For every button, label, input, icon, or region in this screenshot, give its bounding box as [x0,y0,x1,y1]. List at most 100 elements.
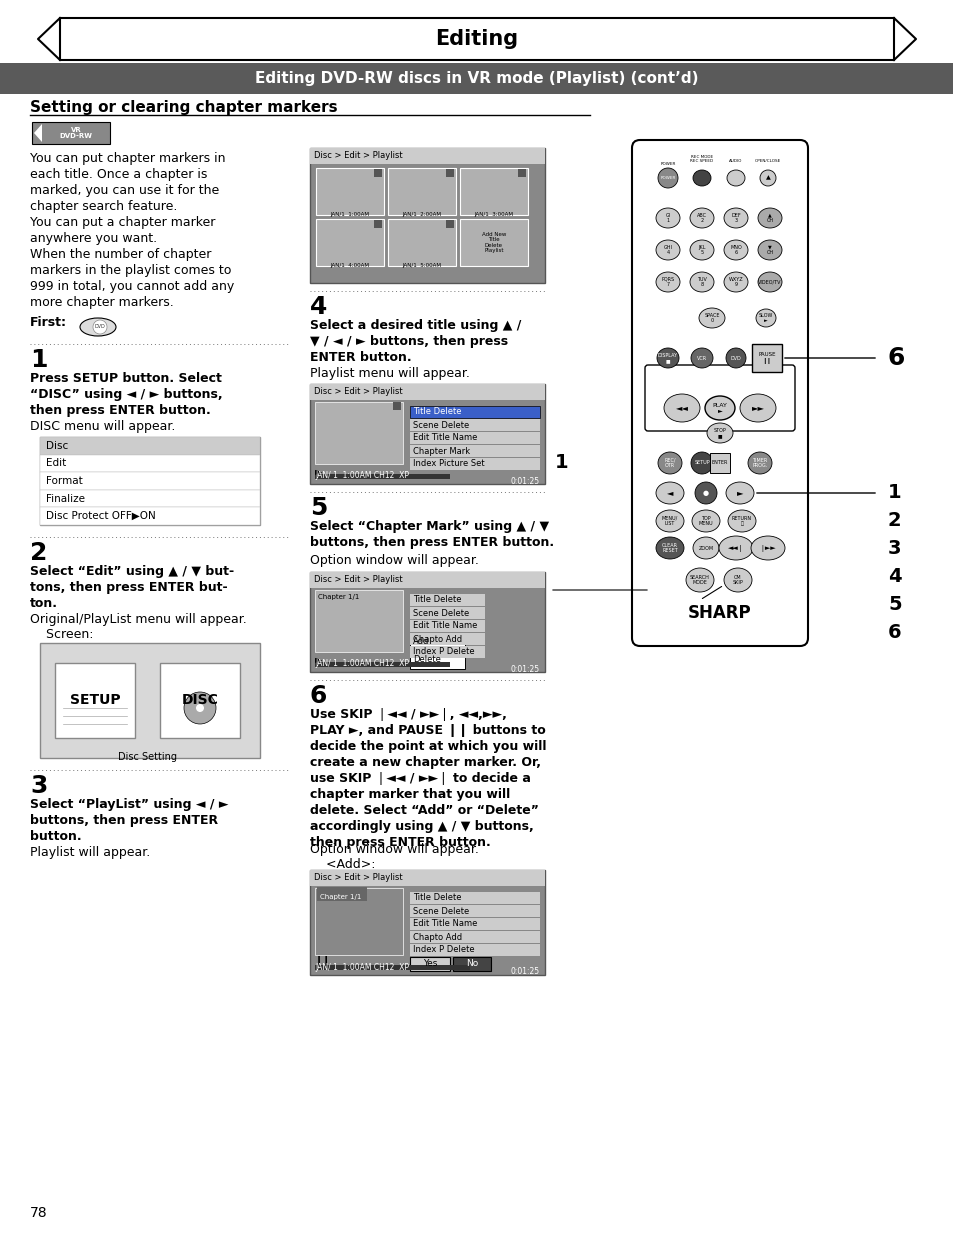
Text: 0:01:25: 0:01:25 [511,664,539,673]
Ellipse shape [690,348,712,368]
Text: Chapter 1/1: Chapter 1/1 [319,894,361,900]
Text: DISPLAY
■: DISPLAY ■ [658,353,678,363]
Bar [459,168,527,215]
Text: Format: Format [46,475,83,487]
Bar [310,148,544,283]
Text: Chapter 1/1: Chapter 1/1 [317,594,359,600]
Circle shape [184,692,215,724]
Bar [410,892,539,904]
Text: MNO
6: MNO 6 [729,245,741,256]
Text: 4: 4 [310,295,327,319]
Text: REC MODE
REC SPEED: REC MODE REC SPEED [690,154,713,163]
Bar [314,662,450,667]
Ellipse shape [656,510,683,532]
Text: Disc > Edit > Playlist: Disc > Edit > Playlist [314,873,402,883]
Bar [410,445,539,457]
Bar [40,437,260,525]
Text: ▼
CH: ▼ CH [765,245,773,256]
Bar [314,403,402,464]
Ellipse shape [723,207,747,228]
Text: 1: 1 [555,453,568,473]
Text: JAN/1  5:00AM: JAN/1 5:00AM [402,263,441,268]
Text: 999 in total, you cannot add any: 999 in total, you cannot add any [30,280,234,293]
Bar [310,384,544,400]
Text: Disc: Disc [46,441,69,451]
Text: You can put chapter markers in: You can put chapter markers in [30,152,225,165]
Text: 3: 3 [887,540,901,558]
Text: Option window will appear.
    <Add>:: Option window will appear. <Add>: [310,844,478,871]
Text: OPEN/CLOSE: OPEN/CLOSE [754,159,781,163]
Text: Editing: Editing [435,28,518,49]
Bar [160,663,240,739]
Ellipse shape [726,170,744,186]
Bar [410,918,539,930]
Text: First:: First: [30,316,67,329]
Bar [32,122,110,144]
Ellipse shape [657,348,679,368]
Ellipse shape [727,510,755,532]
Text: SETUP: SETUP [694,461,709,466]
Ellipse shape [755,309,775,327]
Text: RETURN
⤵: RETURN ⤵ [731,515,751,526]
Text: TOP
MENU: TOP MENU [698,515,713,526]
Text: WXYZ
9: WXYZ 9 [728,277,742,288]
Bar [314,590,402,652]
Text: REC/
OTR: REC/ OTR [663,458,675,468]
Bar [310,869,544,885]
Bar [40,472,260,490]
Text: Disc Protect OFF▶ON: Disc Protect OFF▶ON [46,511,155,521]
Bar [410,594,484,606]
Text: Use SKIP ❘◄◄ / ►►❘, ◄◄,►►,
PLAY ►, and PAUSE ❙❙ buttons to
decide the point at w: Use SKIP ❘◄◄ / ►►❘, ◄◄,►►, PLAY ►, and P… [310,708,546,848]
Ellipse shape [723,272,747,291]
Bar [314,474,450,479]
Bar [314,965,470,969]
Bar [40,643,260,758]
Text: AUDIO: AUDIO [728,159,741,163]
Text: Edit Title Name: Edit Title Name [413,433,476,442]
Text: ◄: ◄ [666,489,673,498]
Text: PLAY
►: PLAY ► [712,403,727,414]
Text: SLOW
►: SLOW ► [758,312,772,324]
Text: VCR: VCR [697,356,706,361]
Text: Option window will appear.: Option window will appear. [310,555,478,567]
Text: TIMER
PROG.: TIMER PROG. [752,458,767,468]
Text: GI
1: GI 1 [664,212,670,224]
Text: VIDEO/TV: VIDEO/TV [758,279,781,284]
FancyBboxPatch shape [644,366,794,431]
Bar [446,220,454,228]
Text: ►: ► [736,489,742,498]
Text: JAN/1  1:00AM: JAN/1 1:00AM [330,212,369,217]
Bar [446,169,454,177]
Text: JAN/1  3:00AM: JAN/1 3:00AM [474,212,513,217]
Text: ❘►►: ❘►► [759,545,776,552]
Text: more chapter markers.: more chapter markers. [30,296,173,309]
Text: Title Delete: Title Delete [413,408,461,416]
Text: When the number of chapter: When the number of chapter [30,248,212,261]
Text: ◄◄❘: ◄◄❘ [727,545,743,552]
Text: DISC: DISC [181,694,218,708]
Text: chapter search feature.: chapter search feature. [30,200,177,212]
Text: Original/PlayList menu will appear.
    Screen:: Original/PlayList menu will appear. Scre… [30,613,247,641]
Ellipse shape [723,568,751,592]
Bar [388,168,456,215]
Text: Yes: Yes [422,960,436,968]
Text: ◄◄: ◄◄ [675,404,688,412]
Circle shape [92,320,107,333]
Bar [410,620,484,632]
Ellipse shape [80,317,116,336]
Text: Disc > Edit > Playlist: Disc > Edit > Playlist [314,576,402,584]
Text: ▲
CH: ▲ CH [765,212,773,224]
Bar [393,403,400,410]
Text: Index P Delete: Index P Delete [413,647,475,657]
Text: ENTER: ENTER [711,461,727,466]
Bar [410,651,464,669]
Bar [410,432,539,445]
Ellipse shape [719,536,752,559]
Text: JAN/ 1  1:00AM CH12  XP: JAN/ 1 1:00AM CH12 XP [314,962,409,972]
Text: Add New
Title
Delete
Playlist: Add New Title Delete Playlist [481,232,506,253]
Bar [410,634,464,651]
Ellipse shape [723,240,747,261]
Text: 0:01:25: 0:01:25 [511,477,539,485]
Ellipse shape [689,240,713,261]
Text: Disc Setting: Disc Setting [118,752,177,762]
